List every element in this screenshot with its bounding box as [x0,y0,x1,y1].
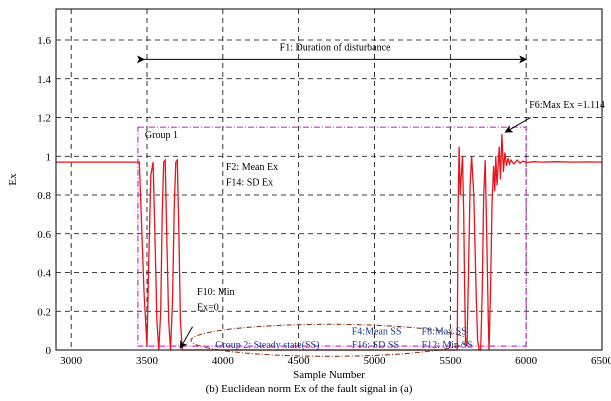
f6-label: F6:Max Ex =1.114 [529,100,605,111]
group2-ellipse [190,323,468,357]
y-tick-label: 0.6 [37,229,51,241]
group1-box [137,126,527,347]
f6-arrow [504,117,531,133]
y-tick-label: 0.4 [37,268,51,280]
y-axis-ticks: 0 0.2 0.4 0.6 0.8 1 1.2 1.4 1.6 [37,35,51,357]
f14-label: F14: SD Ex [226,177,273,188]
f10-value-label: Ex=0 [197,302,219,313]
f4-label: F4:Mean SS [352,327,402,338]
x-tick-label: 6000 [515,355,538,367]
y-tick-label: 1.4 [37,74,51,86]
f10-label: F10: Min [197,287,235,298]
x-tick-label: 6500 [591,355,611,367]
y-tick-label: 0.8 [37,190,51,202]
x-axis-ticks: 3000 3500 4000 4500 5000 5500 6000 6500 [60,355,611,367]
grid [56,9,602,350]
y-axis-label: Ex [7,173,19,186]
f10-arrow [179,326,193,349]
group2-label: Group 2: Steady state(SS) [215,340,319,351]
x-tick-label: 3000 [60,355,83,367]
f8-label: F8:Max SS [422,327,467,338]
x-tick-label: 5500 [439,355,462,367]
y-tick-label: 1.6 [37,35,51,47]
f16-label: F16: SD SS [352,340,399,351]
y-tick-label: 1 [46,151,52,163]
figure-caption: (b) Euclidean norm Ex of the fault signa… [206,383,413,395]
group1-label: Group 1 [145,130,178,141]
y-tick-label: 0 [46,345,52,357]
series-line [56,134,603,351]
plot-frame [55,8,603,351]
x-tick-label: 4500 [288,355,311,367]
x-tick-label: 3500 [136,355,159,367]
f1-label: F1: Duration of disturbance [280,42,391,53]
x-axis-label: Sample Number [293,369,365,381]
y-tick-label: 1.2 [37,113,51,125]
x-tick-label: 4000 [212,355,235,367]
y-tick-label: 0.2 [37,306,51,318]
x-tick-label: 5000 [364,355,387,367]
f2-label: F2: Mean Ex [226,162,278,173]
f12-label: F12: Min SS [422,340,473,351]
